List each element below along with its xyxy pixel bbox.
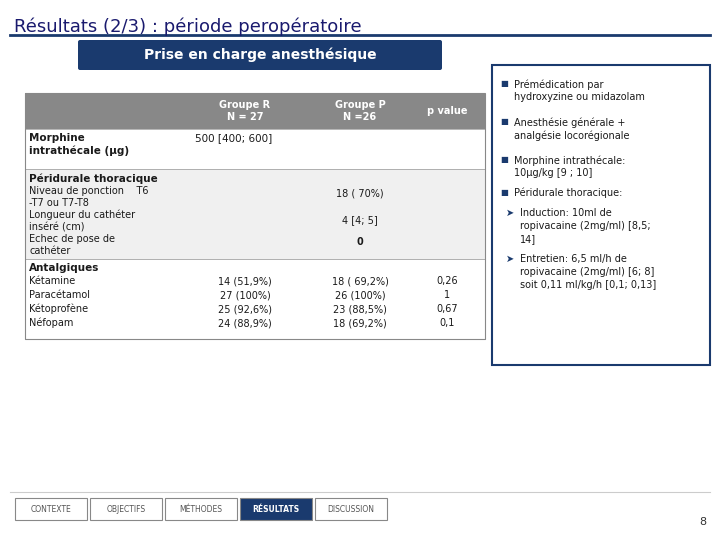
Text: Anesthésie générale +
analgésie locorégionale: Anesthésie générale + analgésie locorégi… bbox=[514, 117, 629, 141]
Text: Morphine intrathécale:
10μg/kg [9 ; 10]: Morphine intrathécale: 10μg/kg [9 ; 10] bbox=[514, 155, 626, 178]
Text: p value: p value bbox=[427, 106, 467, 116]
Text: 0,67: 0,67 bbox=[436, 304, 458, 314]
Text: ■: ■ bbox=[500, 155, 508, 164]
Text: Péridurale thoracique:: Péridurale thoracique: bbox=[514, 188, 622, 199]
Text: ■: ■ bbox=[500, 188, 508, 197]
Text: ➤: ➤ bbox=[506, 208, 514, 218]
FancyBboxPatch shape bbox=[78, 40, 442, 70]
Text: 25 (92,6%): 25 (92,6%) bbox=[218, 304, 272, 314]
Text: CONTEXTE: CONTEXTE bbox=[31, 504, 71, 514]
Bar bbox=[315, 498, 387, 520]
Text: 26 (100%): 26 (100%) bbox=[335, 290, 385, 300]
Text: -T7 ou T7-T8: -T7 ou T7-T8 bbox=[29, 198, 89, 208]
Bar bbox=[15, 498, 87, 520]
Text: 500 [400; 600]: 500 [400; 600] bbox=[195, 133, 272, 143]
Text: 1: 1 bbox=[444, 290, 450, 300]
Text: DISCUSSION: DISCUSSION bbox=[328, 504, 374, 514]
Text: ➤: ➤ bbox=[506, 254, 514, 264]
Text: Morphine: Morphine bbox=[29, 133, 85, 143]
Bar bbox=[25, 169, 485, 259]
Bar bbox=[25, 259, 485, 339]
Bar bbox=[25, 93, 485, 339]
Text: Prise en charge anesthésique: Prise en charge anesthésique bbox=[144, 48, 377, 62]
Text: 0: 0 bbox=[356, 237, 364, 247]
Text: Résultats (2/3) : période peropératoire: Résultats (2/3) : période peropératoire bbox=[14, 17, 361, 36]
Text: Néfopam: Néfopam bbox=[29, 318, 73, 328]
Text: 18 ( 69,2%): 18 ( 69,2%) bbox=[332, 276, 388, 286]
Bar bbox=[90, 498, 162, 520]
Text: ■: ■ bbox=[500, 117, 508, 126]
Text: intrathécale (μg): intrathécale (μg) bbox=[29, 145, 129, 156]
Text: 24 (88,9%): 24 (88,9%) bbox=[218, 318, 272, 328]
Text: Groupe P
N =26: Groupe P N =26 bbox=[335, 100, 385, 122]
Text: OBJECTIFS: OBJECTIFS bbox=[107, 504, 145, 514]
Text: 18 ( 70%): 18 ( 70%) bbox=[336, 189, 384, 199]
Text: MÉTHODES: MÉTHODES bbox=[179, 504, 222, 514]
Text: 8: 8 bbox=[699, 517, 706, 527]
Text: ■: ■ bbox=[500, 79, 508, 88]
Text: 0,1: 0,1 bbox=[439, 318, 455, 328]
Bar bbox=[492, 65, 710, 365]
Text: 23 (88,5%): 23 (88,5%) bbox=[333, 304, 387, 314]
Text: Induction: 10ml de
ropivacaine (2mg/ml) [8,5;
14]: Induction: 10ml de ropivacaine (2mg/ml) … bbox=[520, 208, 651, 244]
Text: Péridurale thoracique: Péridurale thoracique bbox=[29, 173, 158, 184]
Text: Groupe R
N = 27: Groupe R N = 27 bbox=[220, 100, 271, 122]
Text: inséré (cm): inséré (cm) bbox=[29, 222, 84, 232]
Bar bbox=[25, 93, 485, 129]
Text: RÉSULTATS: RÉSULTATS bbox=[253, 504, 300, 514]
Text: Paracétamol: Paracétamol bbox=[29, 290, 90, 300]
Text: 0,26: 0,26 bbox=[436, 276, 458, 286]
Bar bbox=[25, 129, 485, 169]
Text: Kétoprofène: Kétoprofène bbox=[29, 304, 88, 314]
Text: cathéter: cathéter bbox=[29, 246, 71, 256]
Text: Kétamine: Kétamine bbox=[29, 276, 76, 286]
Text: Niveau de ponction    T6: Niveau de ponction T6 bbox=[29, 186, 148, 196]
Text: 18 (69,2%): 18 (69,2%) bbox=[333, 318, 387, 328]
Text: Echec de pose de: Echec de pose de bbox=[29, 234, 115, 244]
Text: Entretien: 6,5 ml/h de
ropivacaine (2mg/ml) [6; 8]
soit 0,11 ml/kg/h [0,1; 0,13]: Entretien: 6,5 ml/h de ropivacaine (2mg/… bbox=[520, 254, 656, 289]
Text: Longueur du cathéter: Longueur du cathéter bbox=[29, 210, 135, 220]
Text: 14 (51,9%): 14 (51,9%) bbox=[218, 276, 272, 286]
Text: Prémédication par
hydroxyzine ou midazolam: Prémédication par hydroxyzine ou midazol… bbox=[514, 79, 645, 102]
Text: 27 (100%): 27 (100%) bbox=[220, 290, 271, 300]
Bar bbox=[165, 498, 237, 520]
Bar bbox=[240, 498, 312, 520]
Text: 4 [4; 5]: 4 [4; 5] bbox=[342, 215, 378, 225]
Text: Antalgiques: Antalgiques bbox=[29, 263, 99, 273]
